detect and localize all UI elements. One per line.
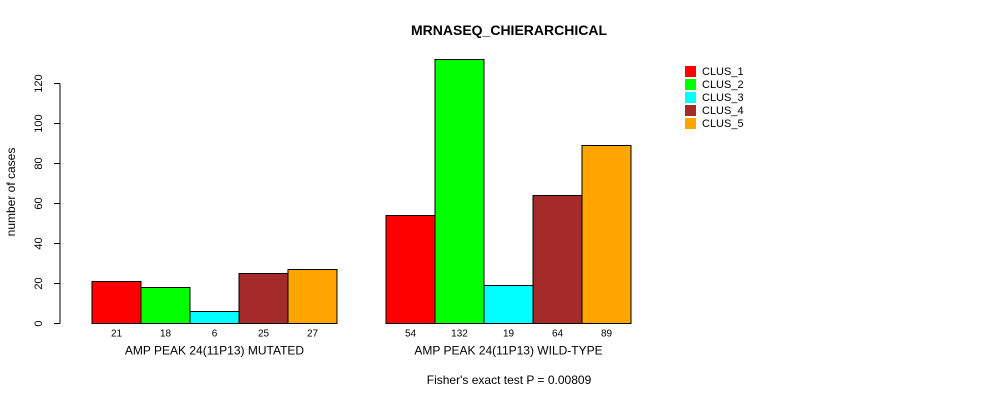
legend-item-label: CLUS_4 bbox=[702, 105, 744, 117]
legend-item-label: CLUS_1 bbox=[702, 66, 744, 78]
legend-item-label: CLUS_2 bbox=[702, 79, 744, 91]
bar-count-label: 18 bbox=[160, 329, 172, 340]
legend-swatch bbox=[685, 118, 696, 129]
bar-clus-4-mutated bbox=[238, 273, 289, 324]
bar-clus-2-mutated bbox=[140, 287, 191, 324]
y-tick-label: 60 bbox=[33, 197, 45, 209]
legend-item-label: CLUS_5 bbox=[702, 118, 744, 130]
y-axis-label: number of cases bbox=[4, 148, 18, 237]
bar-count-label: 64 bbox=[552, 329, 564, 340]
bar-count-label: 19 bbox=[503, 329, 515, 340]
bar-count-label: 6 bbox=[212, 329, 218, 340]
y-tick-label: 120 bbox=[33, 74, 45, 92]
y-tick-label: 20 bbox=[33, 277, 45, 289]
legend-item-label: CLUS_3 bbox=[702, 92, 744, 104]
bar-clus-5-wild-type bbox=[581, 145, 632, 324]
chart-title: MRNASEQ_CHIERARCHICAL bbox=[411, 22, 607, 38]
fisher-test-annotation: Fisher's exact test P = 0.00809 bbox=[427, 373, 592, 387]
bar-clus-5-mutated bbox=[287, 269, 338, 324]
legend-swatch bbox=[685, 105, 696, 116]
y-tick-label: 100 bbox=[33, 114, 45, 132]
group-label: AMP PEAK 24(11P13) WILD-TYPE bbox=[414, 344, 602, 358]
bar-count-label: 25 bbox=[258, 329, 270, 340]
bar-count-label: 54 bbox=[405, 329, 417, 340]
bar-count-label: 21 bbox=[111, 329, 123, 340]
count-labels: 21 18 6 25 27 54 132 19 64 89 bbox=[111, 329, 613, 340]
legend-swatch bbox=[685, 66, 696, 77]
bar-clus-2-wild-type bbox=[434, 59, 485, 324]
bar-count-label: 27 bbox=[307, 329, 319, 340]
legend-swatch bbox=[685, 92, 696, 103]
group-label: AMP PEAK 24(11P13) MUTATED bbox=[125, 344, 305, 358]
bar-clus-3-wild-type bbox=[483, 285, 534, 324]
legend-swatch bbox=[685, 79, 696, 90]
bar-clus-3-mutated bbox=[189, 311, 240, 324]
bar-clus-4-wild-type bbox=[532, 195, 583, 324]
y-tick-label: 0 bbox=[33, 320, 45, 326]
bar-clus-1-wild-type bbox=[385, 215, 436, 324]
y-axis: 0 20 40 60 80 100 120 bbox=[33, 74, 61, 327]
bar-count-label: 132 bbox=[451, 329, 468, 340]
bar-count-label: 89 bbox=[601, 329, 613, 340]
y-tick-label: 40 bbox=[33, 237, 45, 249]
bar-clus-1-mutated bbox=[91, 281, 142, 324]
group-labels: AMP PEAK 24(11P13) MUTATED AMP PEAK 24(11… bbox=[125, 344, 603, 358]
bars bbox=[91, 59, 632, 324]
y-tick-label: 80 bbox=[33, 157, 45, 169]
